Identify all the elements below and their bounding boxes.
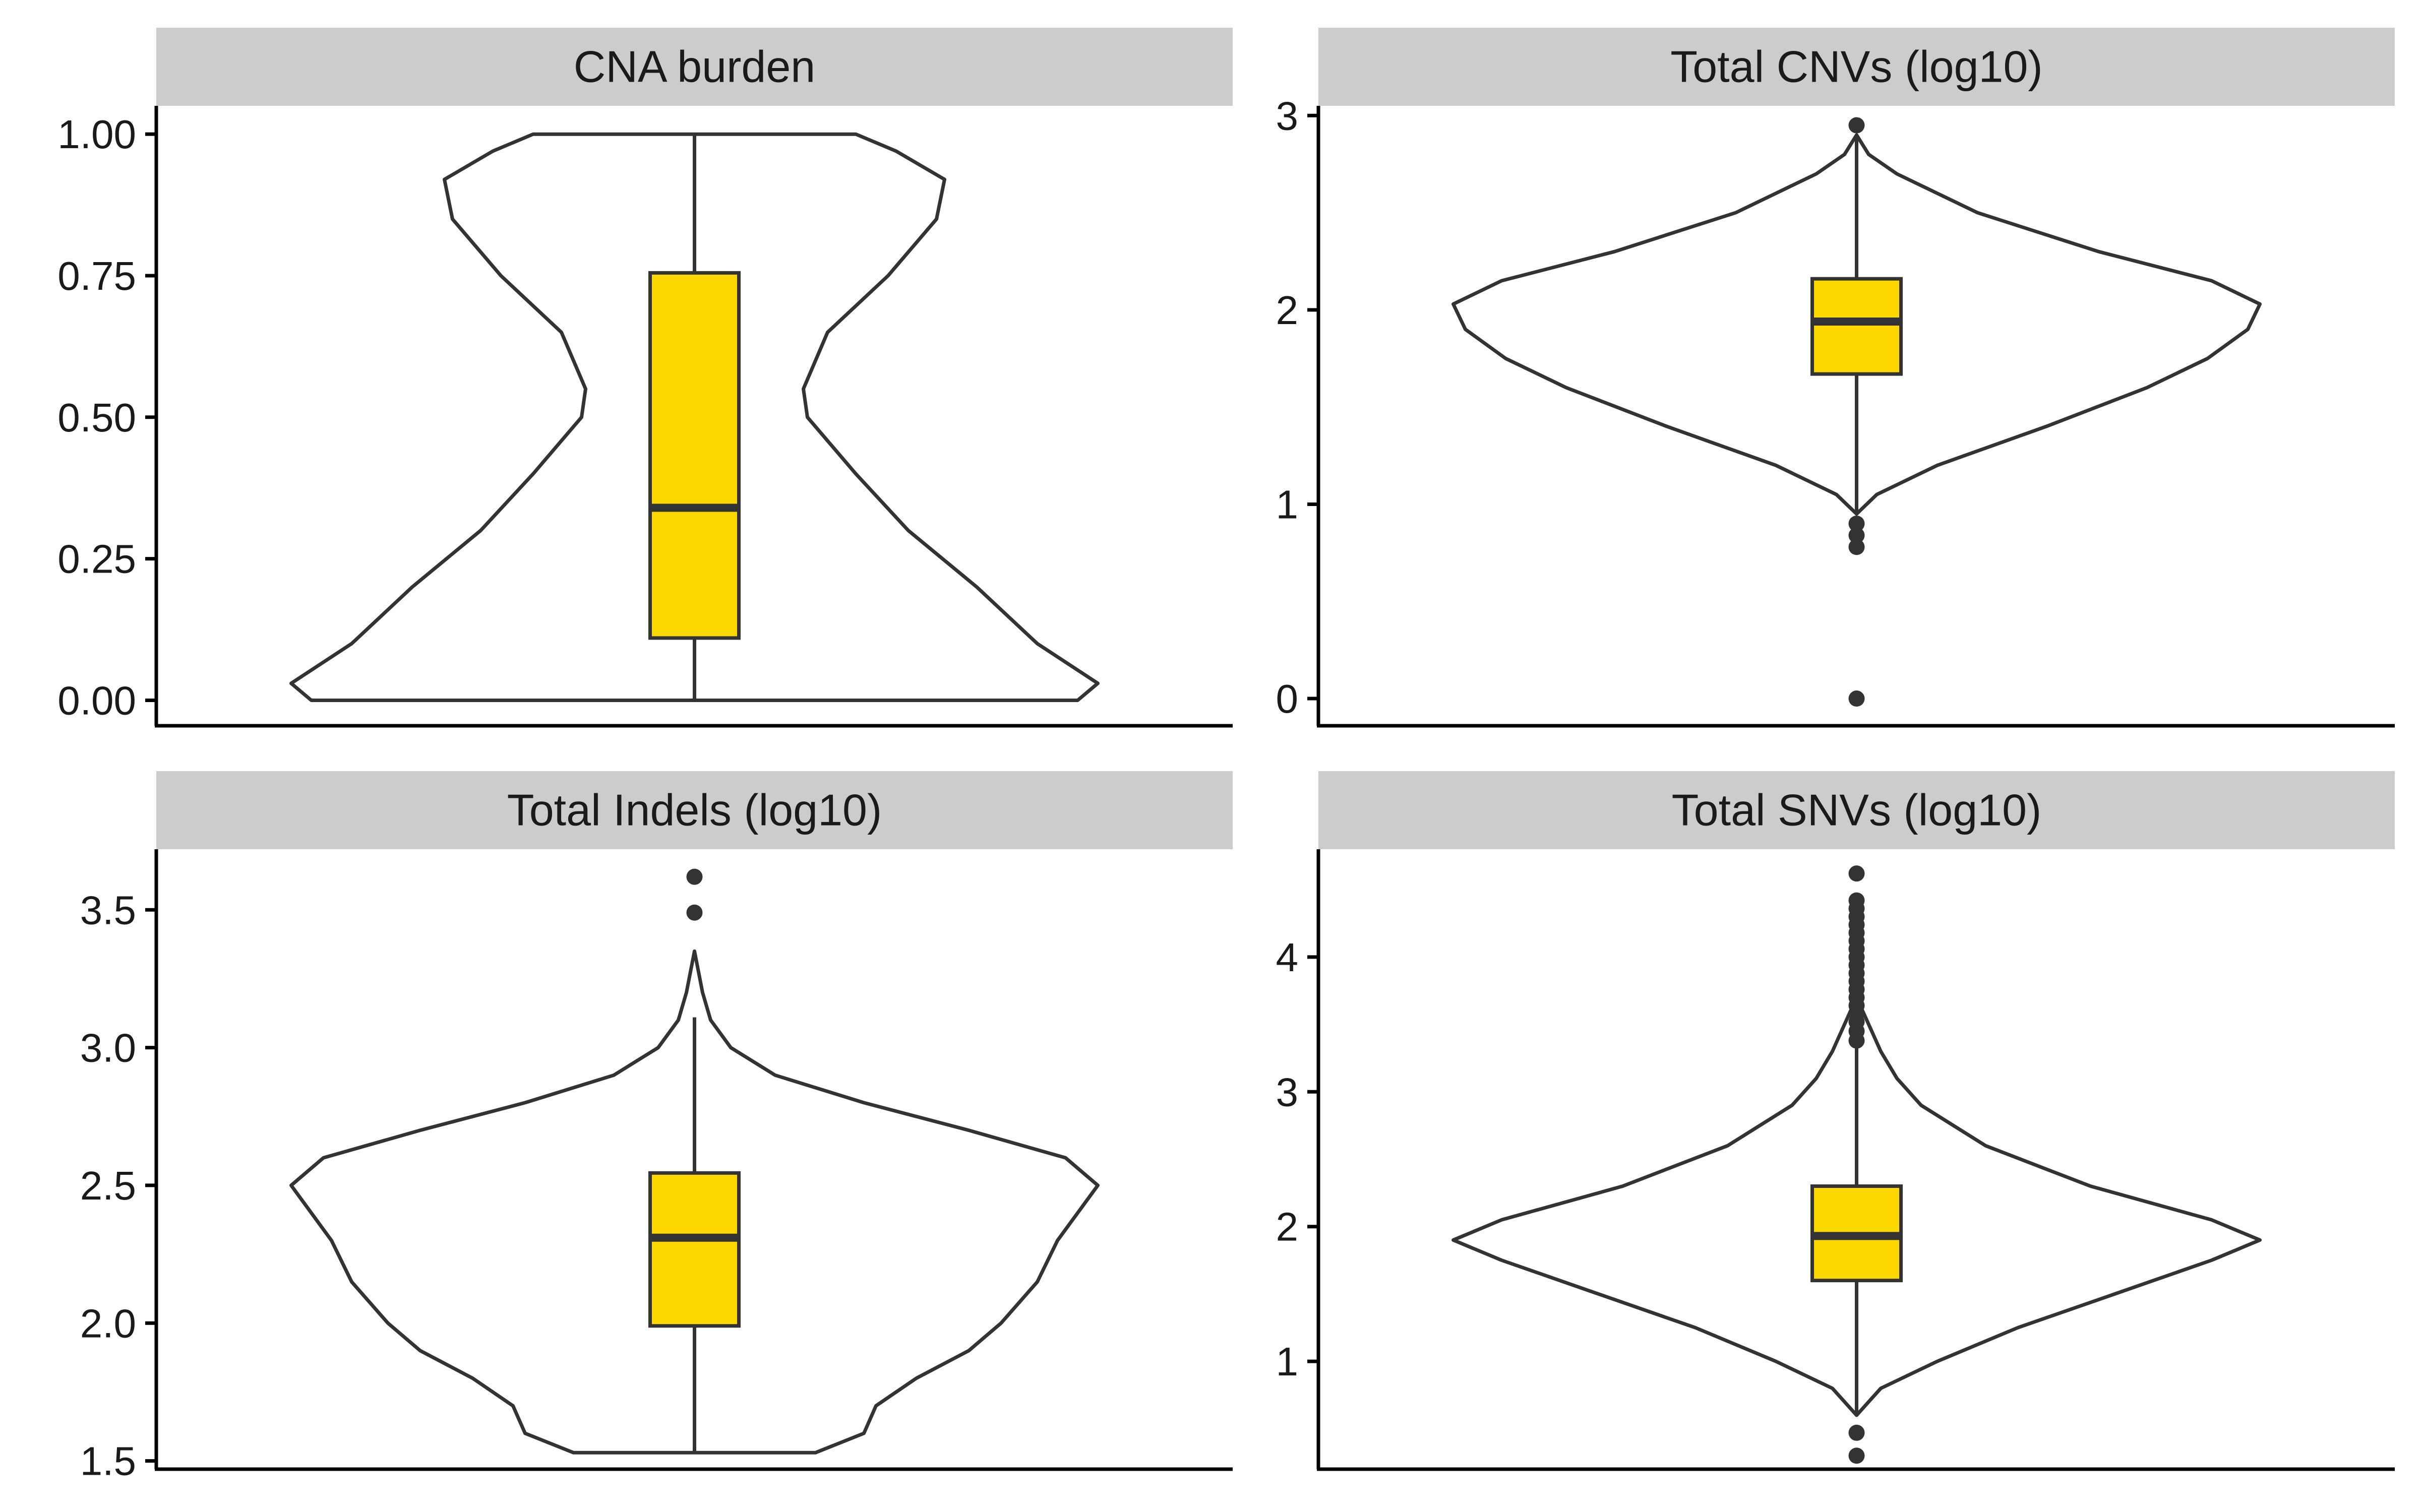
violin-outline (289, 132, 1100, 702)
y-tick-label: 0 (1276, 676, 1299, 721)
box-iqr (1810, 277, 1903, 376)
facet-strip (1318, 771, 2395, 849)
outlier-point (1848, 117, 1865, 134)
facet-title: Total CNVs (log10) (1670, 42, 2043, 92)
y-tick-label: 3 (1276, 1069, 1299, 1114)
box-iqr (648, 1171, 741, 1328)
y-tick-label: 1 (1276, 1339, 1299, 1384)
outlier-point (686, 868, 703, 885)
outlier-point (1848, 690, 1865, 707)
y-tick-label: 0.00 (57, 678, 136, 723)
outlier-point (1848, 515, 1865, 532)
facet-panel: Total CNVs (log10) 0 1 2 3 (1276, 28, 2395, 728)
y-tick-label: 1.5 (80, 1439, 136, 1484)
y-tick-label: 2.0 (80, 1301, 136, 1346)
facet-panel: Total Indels (log10) 1.5 2.0 2.5 3.0 3.5 (80, 771, 1233, 1484)
y-tick-label: 3.0 (80, 1026, 136, 1070)
facet-panel: Total SNVs (log10) 1 2 3 4 (1276, 771, 2395, 1471)
box-iqr (648, 271, 741, 640)
facet-title: Total Indels (log10) (507, 785, 882, 835)
outlier-point (1848, 1424, 1865, 1441)
outlier-point (1848, 892, 1865, 909)
y-tick-label: 1 (1276, 482, 1299, 527)
facet-strip (1318, 28, 2395, 106)
y-tick-label: 3 (1276, 93, 1299, 138)
y-tick-label: 0.50 (57, 395, 136, 440)
facet-title: CNA burden (574, 42, 815, 92)
y-tick-label: 3.5 (80, 888, 136, 932)
y-tick-label: 4 (1276, 935, 1299, 980)
violin-outline (1451, 133, 2262, 516)
outlier-point (1848, 1447, 1865, 1464)
y-tick-label: 2.5 (80, 1163, 136, 1208)
facet-strip (156, 771, 1233, 849)
y-tick-label: 0.25 (57, 537, 136, 582)
facet-strip (156, 28, 1233, 106)
facet-title: Total SNVs (log10) (1672, 785, 2042, 835)
y-tick-label: 0.75 (57, 254, 136, 298)
facet-panel: CNA burden 0.00 0.25 0.50 0.75 1.00 (57, 28, 1233, 728)
violin-outline (289, 949, 1100, 1455)
outlier-point (1848, 539, 1865, 555)
y-tick-label: 2 (1276, 1205, 1299, 1249)
outlier-point (686, 904, 703, 921)
outlier-point (1848, 865, 1865, 882)
outlier-point (1848, 527, 1865, 544)
y-tick-label: 2 (1276, 288, 1299, 333)
y-tick-label: 1.00 (57, 112, 136, 157)
